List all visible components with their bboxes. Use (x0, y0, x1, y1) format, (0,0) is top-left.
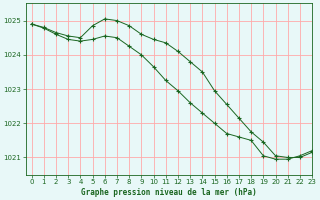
X-axis label: Graphe pression niveau de la mer (hPa): Graphe pression niveau de la mer (hPa) (81, 188, 257, 197)
